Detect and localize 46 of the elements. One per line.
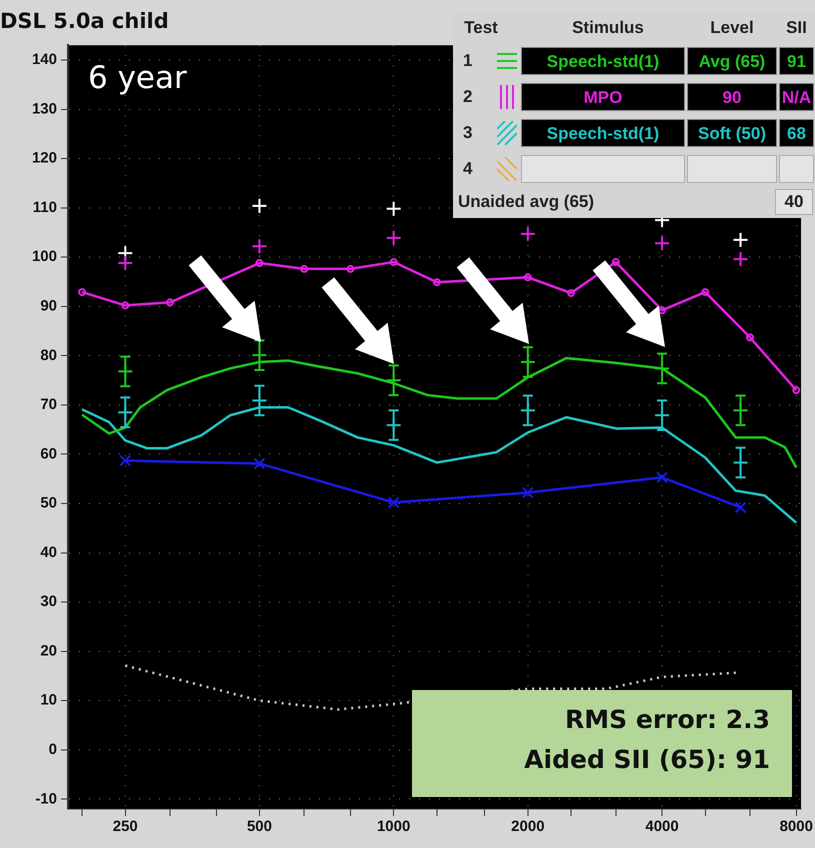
y-tick-label: 20 [40, 642, 57, 660]
y-tick-label: 120 [32, 150, 57, 167]
text-field: MPO [521, 83, 685, 111]
text-field: Soft (50) [687, 119, 777, 147]
text: Level [709, 17, 755, 39]
x-tick-label: 8000 [780, 818, 813, 836]
y-tick-label: 130 [32, 100, 57, 118]
x-tick-label: 500 [246, 818, 272, 836]
y-tick-label: 140 [32, 51, 57, 68]
y-tick-label: 50 [40, 494, 57, 512]
x-tick-label: 1000 [376, 818, 410, 836]
y-tick-label: 40 [40, 544, 57, 561]
x-tick-label: 2000 [511, 818, 545, 836]
y-tick-label: 110 [32, 198, 57, 216]
text: SII [785, 17, 808, 39]
y-tick-label: 70 [40, 396, 57, 414]
annotation: 2 [463, 86, 474, 108]
annotation: 3 [463, 122, 474, 144]
x-tick-label: 4000 [645, 818, 679, 836]
text-field: Speech-std(1) [521, 47, 685, 75]
x-tick-label: 250 [112, 818, 138, 836]
text-field: N/A [779, 83, 814, 111]
text-field: 68 [779, 119, 814, 147]
y-tick-label: 90 [40, 298, 57, 315]
text-field: 40 [775, 189, 813, 215]
y-tick-label: 30 [40, 593, 57, 610]
chart-title: DSL 5.0a child [0, 9, 169, 34]
annotation: 6 year [88, 60, 187, 96]
note-panel: RMS error: 2.3 Aided SII (65): 91 [412, 690, 792, 797]
y-tick-label: 80 [40, 346, 57, 364]
annotation: 1 [463, 50, 474, 72]
annotation: RMS error: 2.3 [564, 704, 770, 736]
y-tick-label: 60 [40, 445, 57, 462]
text-field: Avg (65) [687, 47, 777, 75]
annotation: 4 [463, 158, 474, 180]
text-field: 91 [779, 47, 814, 75]
text-field: Speech-std(1) [521, 119, 685, 147]
text: Test [463, 17, 499, 39]
annotation: Aided SII (65): 91 [523, 744, 770, 776]
y-tick-label: 0 [48, 741, 57, 758]
y-tick-label: 100 [32, 248, 57, 266]
y-tick-label: 10 [40, 692, 57, 709]
text-field: 90 [687, 83, 777, 111]
y-tick-label: -10 [35, 790, 57, 808]
annotation: Unaided avg (65) [458, 191, 596, 213]
text: Stimulus [571, 17, 645, 39]
